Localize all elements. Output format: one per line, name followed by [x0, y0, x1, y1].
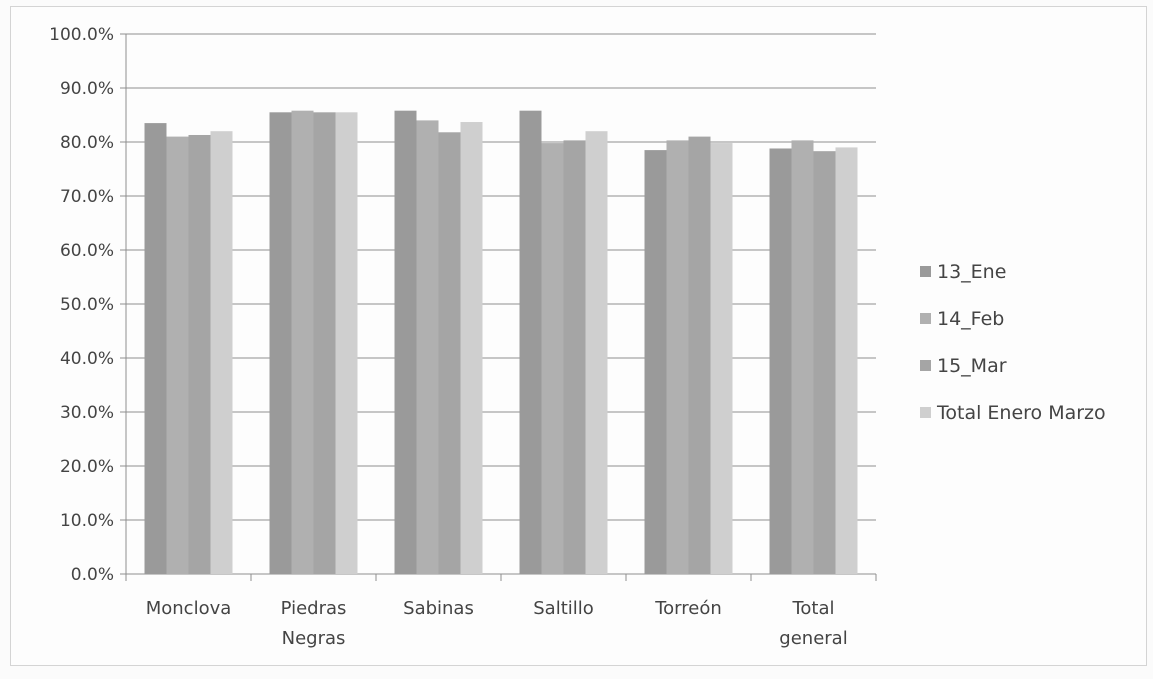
bar-total-enero-marzo-4: [710, 143, 733, 574]
bar-13-ene-2: [394, 110, 417, 575]
x-category-label: Monclova: [146, 598, 232, 619]
x-category-labels: Monclova Piedras Negras Sabinas Saltillo Torr…: [146, 598, 848, 649]
bar-14-feb-4: [666, 140, 689, 574]
bar-14-feb-5: [791, 140, 814, 574]
legend-swatch: [920, 407, 931, 418]
y-tick-label: 40.0%: [60, 349, 114, 369]
y-tick-label: 70.0%: [60, 187, 114, 207]
bar-15-mar-0: [188, 134, 211, 574]
x-category-label: Sabinas: [403, 598, 474, 619]
bar-14-feb-0: [166, 136, 189, 574]
bar-15-mar-1: [313, 112, 336, 575]
bar-total-enero-marzo-2: [460, 122, 483, 575]
bar-total-enero-marzo-3: [585, 131, 608, 574]
x-category-label: Saltillo: [533, 598, 594, 619]
gridlines: [126, 33, 876, 521]
x-category-label: Total: [791, 598, 834, 619]
y-tick-label: 30.0%: [60, 403, 114, 423]
bar-15-mar-4: [688, 136, 711, 574]
bar-14-feb-1: [291, 110, 314, 575]
bar-13-ene-3: [519, 110, 542, 575]
legend-swatch: [920, 266, 931, 277]
x-category-label: Negras: [282, 628, 346, 649]
bar-15-mar-5: [813, 151, 836, 574]
bar-15-mar-2: [438, 132, 461, 574]
y-tick-labels: 0.0% 10.0% 20.0% 30.0% 40.0% 50.0% 60.0% 70.0% 8…: [49, 25, 114, 585]
bar-14-feb-2: [416, 120, 439, 575]
bar-13-ene-1: [269, 112, 292, 575]
bar-total-enero-marzo-1: [335, 112, 358, 575]
x-category-label: general: [779, 628, 847, 649]
bar-15-mar-3: [563, 140, 586, 574]
bars: [144, 110, 858, 575]
axes: [120, 33, 877, 581]
y-tick-label: 0.0%: [71, 565, 114, 585]
legend-swatch: [920, 313, 931, 324]
legend-label: 15_Mar: [937, 355, 1007, 377]
legend-swatch: [920, 360, 931, 371]
legend-label: Total Enero Marzo: [936, 402, 1106, 424]
bar-total-enero-marzo-0: [210, 131, 233, 574]
legend: 13_Ene 14_Feb 15_Mar Total Enero Marzo: [920, 261, 1106, 424]
chart-frame: 0.0% 10.0% 20.0% 30.0% 40.0% 50.0% 60.0% 70.0% 8…: [10, 6, 1147, 666]
y-tick-label: 20.0%: [60, 457, 114, 477]
legend-label: 13_Ene: [937, 261, 1006, 283]
bar-13-ene-0: [144, 123, 167, 574]
bar-13-ene-5: [769, 148, 792, 575]
bar-14-feb-3: [541, 143, 564, 574]
bar-total-enero-marzo-5: [835, 147, 858, 574]
y-tick-label: 10.0%: [60, 511, 114, 531]
y-tick-label: 80.0%: [60, 133, 114, 153]
x-category-label: Piedras: [281, 598, 347, 619]
y-tick-label: 50.0%: [60, 295, 114, 315]
legend-label: 14_Feb: [937, 308, 1004, 330]
bar-13-ene-4: [644, 150, 667, 574]
y-tick-label: 60.0%: [60, 241, 114, 261]
bar-chart: 0.0% 10.0% 20.0% 30.0% 40.0% 50.0% 60.0% 70.0% 8…: [49, 25, 1106, 649]
y-tick-label: 90.0%: [60, 79, 114, 99]
x-category-label: Torreón: [654, 598, 722, 619]
y-tick-label: 100.0%: [49, 25, 114, 45]
